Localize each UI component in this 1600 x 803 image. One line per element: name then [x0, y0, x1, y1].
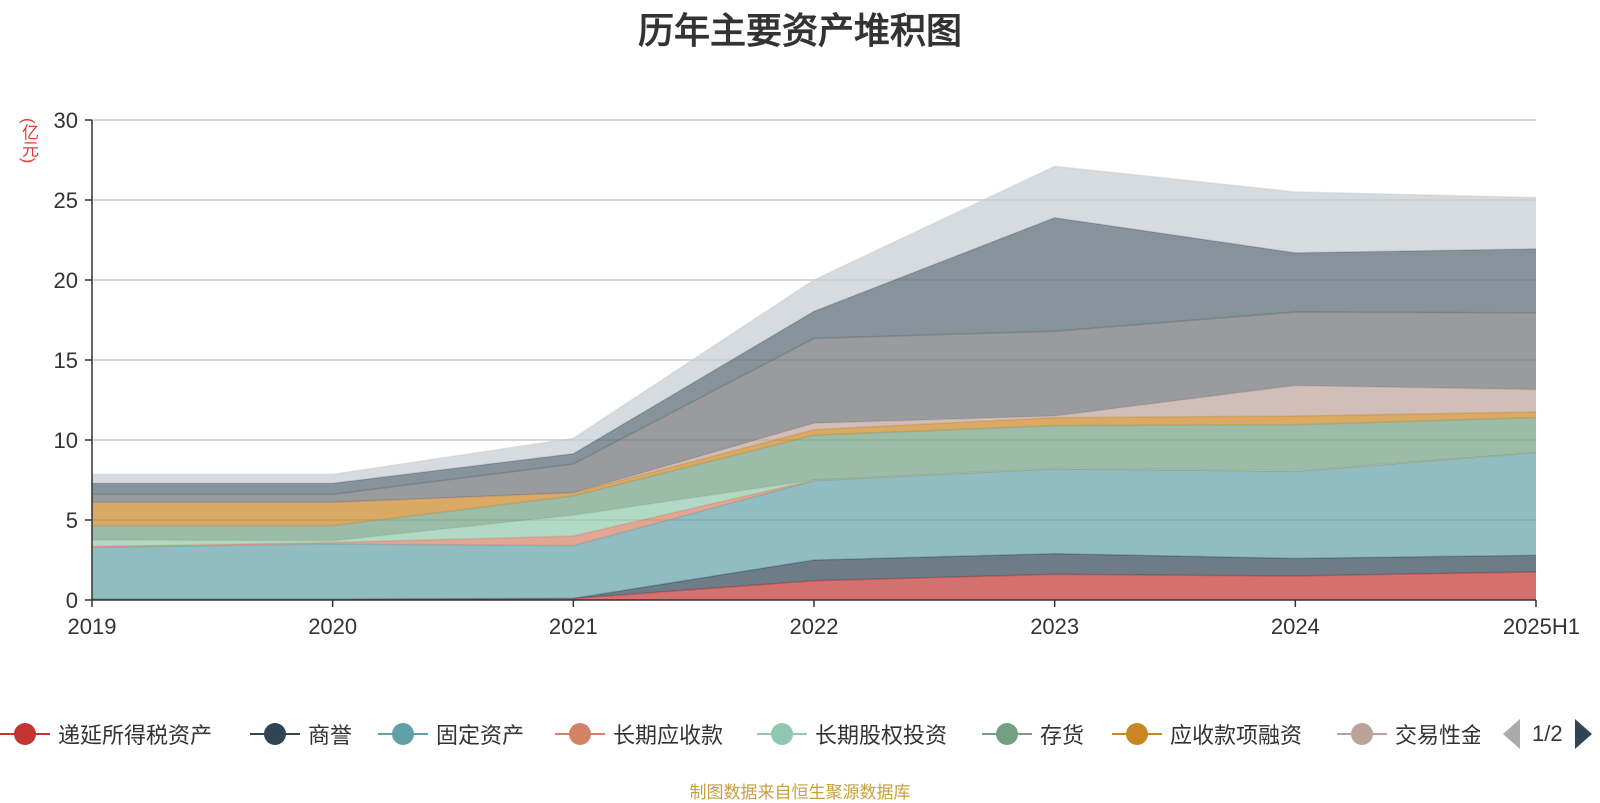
legend-item[interactable]: 商誉 [250, 712, 352, 756]
series-area [92, 452, 1536, 600]
legend-item[interactable]: 长期应收款 [555, 712, 723, 756]
y-tick-label: 5 [66, 508, 78, 533]
legend-label: 商誉 [308, 723, 353, 748]
x-tick-label: 2019 [68, 614, 117, 639]
legend-label: 存货 [1040, 723, 1085, 748]
x-tick-label: 2022 [790, 614, 839, 639]
legend-item[interactable]: 递延所得税资产 [0, 712, 212, 756]
legend-label: 交易性金融资产 [1395, 723, 1480, 748]
series-area [92, 166, 1536, 484]
series-area [92, 412, 1536, 526]
series-area [92, 417, 1536, 541]
y-tick-label: 20 [54, 268, 78, 293]
legend-item[interactable]: 应收款项融资 [1112, 712, 1302, 756]
series-area [92, 217, 1536, 495]
legend-pager: 1/2 [1503, 712, 1592, 756]
axis-layer: 0 5 10 15 20 25 30 2019 2020 2021 2022 2023 2024 2025… [54, 108, 1580, 639]
legend-prev-icon[interactable] [1503, 719, 1520, 749]
legend-marker-icon [555, 712, 605, 756]
legend-label: 应收款项融资 [1170, 723, 1303, 748]
legend-item[interactable]: 长期股权投资 [757, 712, 947, 756]
y-tick-label: 10 [54, 428, 78, 453]
series-area [92, 553, 1536, 600]
y-tick-label: 30 [54, 108, 78, 133]
legend-items: 递延所得税资产 商誉 固定资产 长期应收款 长期股权投资 存货 应收款项融资 交易性金融资产 [0, 712, 1480, 756]
y-tick-label: 0 [66, 588, 78, 613]
legend-marker-icon [1112, 712, 1162, 756]
legend-label: 长期股权投资 [815, 723, 948, 748]
stacked-area-chart: 0 5 10 15 20 25 30 2019 2020 2021 2022 2023 2024 2025… [54, 108, 1580, 639]
legend-marker-icon [378, 712, 428, 756]
x-tick-label: 2021 [549, 614, 598, 639]
legend-item[interactable]: 固定资产 [378, 712, 524, 756]
legend-marker-icon [250, 712, 300, 756]
y-axis-unit: (亿元) [19, 118, 38, 164]
legend-next-icon[interactable] [1574, 719, 1592, 749]
legend: 递延所得税资产商誉固定资产长期应收款长期股权投资存货应收款项融资交易性金融资产 … [0, 712, 1600, 756]
legend-label: 固定资产 [436, 723, 525, 748]
series-area [92, 312, 1536, 503]
x-tick-label: 2020 [308, 614, 357, 639]
x-tick-label: 2023 [1030, 614, 1079, 639]
series-line [92, 165, 1537, 476]
legend-marker-icon [757, 712, 807, 756]
legend-marker-icon [982, 712, 1032, 756]
series-area [92, 385, 1536, 503]
legend-label: 长期应收款 [613, 723, 724, 748]
legend-marker-icon [0, 712, 50, 756]
legend-page-indicator: 1/2 [1532, 721, 1563, 746]
legend-label: 递延所得税资产 [58, 723, 213, 748]
area-layer [91, 165, 1537, 600]
legend-item[interactable]: 存货 [982, 712, 1084, 756]
legend-item[interactable]: 交易性金融资产 [1337, 712, 1480, 756]
y-tick-label: 15 [54, 348, 78, 373]
legend-marker-icon [1337, 712, 1387, 756]
y-tick-label: 25 [54, 188, 78, 213]
series-area [92, 572, 1536, 600]
source-note: 制图数据来自恒生聚源数据库 [689, 783, 911, 802]
x-tick-label: 2025H1 [1503, 614, 1580, 639]
chart-title: 历年主要资产堆积图 [637, 10, 962, 51]
x-tick-label: 2024 [1271, 614, 1320, 639]
